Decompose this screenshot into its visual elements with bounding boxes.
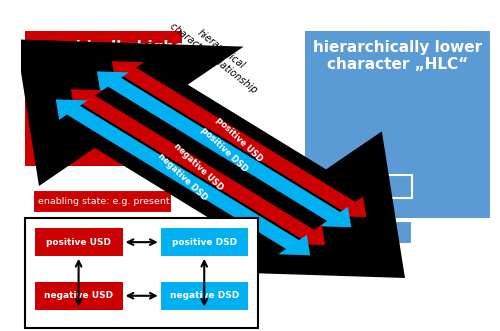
FancyBboxPatch shape bbox=[26, 31, 182, 166]
FancyBboxPatch shape bbox=[160, 282, 248, 309]
FancyBboxPatch shape bbox=[35, 282, 122, 309]
Text: inapplicable: inapplicable bbox=[336, 228, 393, 237]
Text: negative USD: negative USD bbox=[172, 142, 224, 193]
FancyBboxPatch shape bbox=[305, 31, 490, 218]
Text: hierarchical
character relationship: hierarchical character relationship bbox=[168, 12, 266, 95]
Text: inapplicable / disabling
state: e.g. absent: inapplicable / disabling state: e.g. abs… bbox=[38, 236, 148, 255]
Polygon shape bbox=[16, 39, 405, 278]
Text: positive DSD: positive DSD bbox=[172, 238, 237, 247]
Text: positive USD: positive USD bbox=[214, 115, 264, 163]
Text: negative DSD: negative DSD bbox=[170, 291, 239, 300]
Text: negative USD: negative USD bbox=[44, 291, 114, 300]
FancyBboxPatch shape bbox=[32, 230, 172, 260]
Text: positive DSD: positive DSD bbox=[199, 125, 250, 173]
FancyBboxPatch shape bbox=[317, 175, 412, 198]
FancyBboxPatch shape bbox=[317, 221, 412, 244]
FancyBboxPatch shape bbox=[26, 218, 258, 328]
FancyBboxPatch shape bbox=[160, 228, 248, 256]
Text: hierarchically lower
character „HLC“: hierarchically lower character „HLC“ bbox=[313, 40, 482, 72]
Text: negative DSD: negative DSD bbox=[156, 152, 210, 203]
Text: hierarchically higher
character „HHC“: hierarchically higher character „HHC“ bbox=[15, 40, 192, 72]
Text: positive USD: positive USD bbox=[46, 238, 112, 247]
Polygon shape bbox=[56, 99, 310, 255]
FancyBboxPatch shape bbox=[32, 190, 172, 213]
Polygon shape bbox=[97, 71, 351, 227]
Polygon shape bbox=[112, 61, 366, 217]
Text: enabling state: e.g. present: enabling state: e.g. present bbox=[38, 197, 170, 206]
FancyBboxPatch shape bbox=[35, 228, 122, 256]
Polygon shape bbox=[71, 89, 325, 245]
Text: applicable: applicable bbox=[340, 182, 389, 191]
